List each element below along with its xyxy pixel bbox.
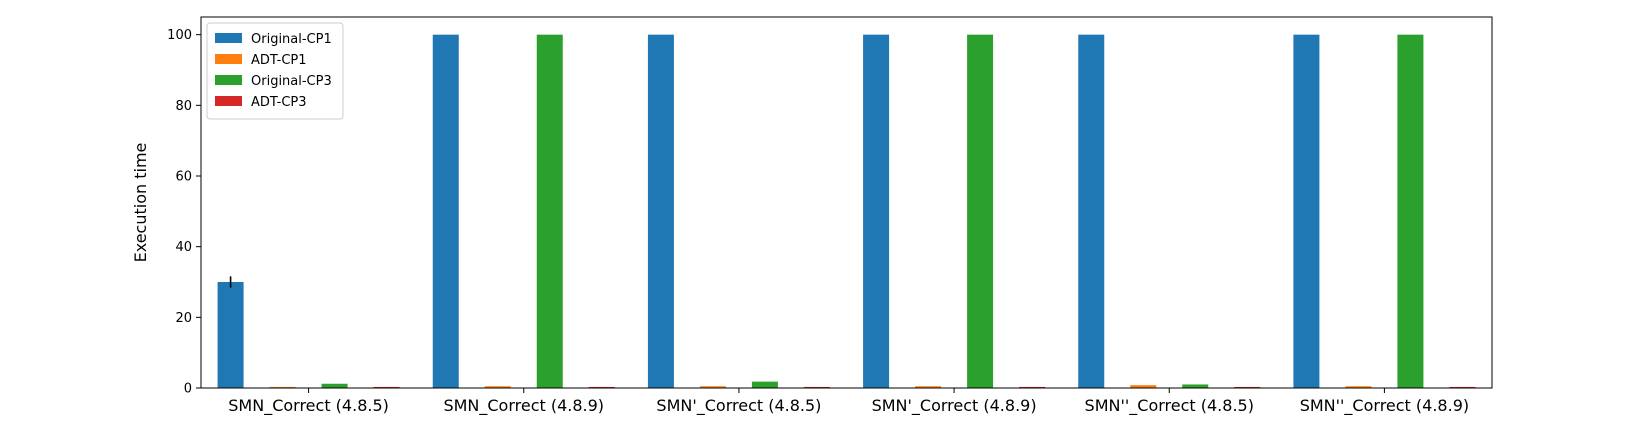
x-tick-label-2: SMN'_Correct (4.8.5) bbox=[656, 396, 821, 416]
y-tick-label-20: 20 bbox=[175, 311, 192, 326]
x-tick-label-5: SMN''_Correct (4.8.9) bbox=[1300, 396, 1469, 416]
bar-adt-cp3-4 bbox=[1234, 386, 1261, 388]
bar-original-cp1-5 bbox=[1293, 34, 1320, 389]
y-axis: 0 20 40 60 80 100 bbox=[167, 28, 201, 397]
bar-original-cp1-4 bbox=[1078, 34, 1105, 389]
bar-original-cp1-2 bbox=[647, 34, 674, 389]
y-tick-label-60: 60 bbox=[175, 170, 192, 185]
legend-label-adt-cp1: ADT-CP1 bbox=[251, 53, 307, 68]
x-tick-label-0: SMN_Correct (4.8.5) bbox=[228, 396, 389, 416]
legend-label-adt-cp3: ADT-CP3 bbox=[251, 95, 307, 110]
y-axis-label: Execution time bbox=[131, 143, 150, 263]
bar-adt-cp3-3 bbox=[1019, 386, 1046, 388]
x-tick-label-3: SMN'_Correct (4.8.9) bbox=[872, 396, 1037, 416]
bar-original-cp1-3 bbox=[863, 34, 890, 389]
legend-swatch-adt-cp3 bbox=[215, 96, 242, 106]
x-axis: SMN_Correct (4.8.5) SMN_Correct (4.8.9) SM… bbox=[228, 388, 1469, 416]
legend-box bbox=[206, 22, 344, 120]
bar-adt-cp3-2 bbox=[803, 386, 830, 388]
bar-adt-cp3-5 bbox=[1449, 386, 1476, 388]
bar-adt-cp1-0 bbox=[269, 386, 296, 388]
legend-swatch-original-cp1 bbox=[215, 33, 242, 43]
bar-adt-cp1-4 bbox=[1130, 385, 1157, 388]
y-tick-label-100: 100 bbox=[167, 28, 192, 43]
y-tick-label-80: 80 bbox=[175, 99, 192, 114]
legend-label-original-cp3: Original-CP3 bbox=[251, 74, 332, 89]
bar-adt-cp1-2 bbox=[699, 386, 726, 388]
x-tick-label-4: SMN''_Correct (4.8.5) bbox=[1085, 396, 1254, 416]
bar-original-cp3-5 bbox=[1397, 34, 1424, 389]
bars-group bbox=[217, 34, 1476, 389]
bar-original-cp3-3 bbox=[967, 34, 994, 389]
y-tick-label-40: 40 bbox=[175, 240, 192, 255]
bar-original-cp3-2 bbox=[751, 381, 778, 388]
legend-swatch-adt-cp1 bbox=[215, 54, 242, 64]
legend-label-original-cp1: Original-CP1 bbox=[251, 32, 332, 47]
plot-frame bbox=[200, 16, 1493, 389]
bar-adt-cp3-1 bbox=[588, 386, 615, 388]
bar-original-cp3-0 bbox=[321, 383, 348, 388]
legend-swatch-original-cp3 bbox=[215, 75, 242, 85]
bar-original-cp1-0 bbox=[217, 282, 244, 388]
bar-adt-cp1-1 bbox=[484, 386, 511, 388]
bar-adt-cp3-0 bbox=[373, 386, 400, 388]
bar-adt-cp1-3 bbox=[915, 386, 942, 388]
bar-original-cp3-1 bbox=[536, 34, 563, 389]
legend: Original-CP1 ADT-CP1 Original-CP3 ADT-CP3 bbox=[206, 22, 344, 120]
y-tick-label-0: 0 bbox=[184, 382, 192, 397]
bar-original-cp1-1 bbox=[432, 34, 459, 389]
bar-adt-cp1-5 bbox=[1345, 386, 1372, 388]
x-tick-label-1: SMN_Correct (4.8.9) bbox=[443, 396, 604, 416]
bar-original-cp3-4 bbox=[1182, 384, 1209, 388]
